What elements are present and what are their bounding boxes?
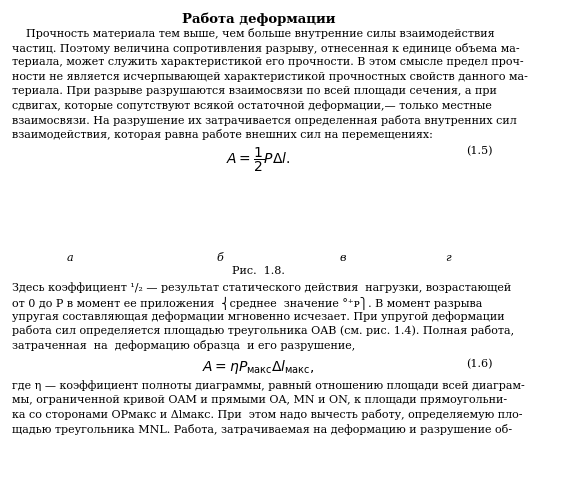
Text: частиц. Поэтому величина сопротивления разрыву, отнесенная к единице объема ма-: частиц. Поэтому величина сопротивления р… xyxy=(12,42,520,53)
Text: затраченная  на  деформацию образца  и его разрушение,: затраченная на деформацию образца и его … xyxy=(12,340,356,351)
Text: ка со сторонами OPмакс и Δlмакс. При  этом надо вычесть работу, определяемую пло: ка со сторонами OPмакс и Δlмакс. При это… xyxy=(12,409,523,421)
Text: мы, ограниченной кривой OAM и прямыми OA, MN и ON, к площади прямоугольни-: мы, ограниченной кривой OAM и прямыми OA… xyxy=(12,395,507,405)
Text: ности не является исчерпывающей характеристикой прочностных свойств данного ма-: ности не является исчерпывающей характер… xyxy=(12,71,528,81)
Text: Здесь коэффициент ¹/₂ — результат статического действия  нагрузки, возрастающей: Здесь коэффициент ¹/₂ — результат статич… xyxy=(12,282,512,293)
Text: упругая составляющая деформации мгновенно исчезает. При упругой деформации: упругая составляющая деформации мгновенн… xyxy=(12,311,505,322)
Text: (1.6): (1.6) xyxy=(466,359,492,369)
Text: работа сил определяется площадью треугольника OAB (см. рис. 1.4). Полная работа,: работа сил определяется площадью треугол… xyxy=(12,325,514,337)
Text: $A = \eta P_{\rm макс} \Delta l_{\rm макс},$: $A = \eta P_{\rm макс} \Delta l_{\rm мак… xyxy=(202,359,315,377)
Text: взаимосвязи. На разрушение их затрачивается определенная работа внутренних сил: взаимосвязи. На разрушение их затрачивае… xyxy=(12,115,517,126)
Text: где η — коэффициент полноты диаграммы, равный отношению площади всей диаграм-: где η — коэффициент полноты диаграммы, р… xyxy=(12,380,525,391)
Text: г: г xyxy=(446,253,451,263)
Text: сдвигах, которые сопутствуют всякой остаточной деформации,— только местные: сдвигах, которые сопутствуют всякой оста… xyxy=(12,101,492,111)
Text: Работа деформации: Работа деформации xyxy=(182,12,335,26)
Text: от 0 до P в момент ее приложения  ⎨среднее  значение °⁺ᴘ⎫. В момент разрыва: от 0 до P в момент ее приложения ⎨средне… xyxy=(12,296,483,310)
Text: щадью треугольника MNL. Работа, затрачиваемая на деформацию и разрушение об-: щадью треугольника MNL. Работа, затрачив… xyxy=(12,424,512,435)
Text: $A = \dfrac{1}{2} P\Delta l.$: $A = \dfrac{1}{2} P\Delta l.$ xyxy=(226,146,290,175)
Text: териала. При разрыве разрушаются взаимосвязи по всей площади сечения, а при: териала. При разрыве разрушаются взаимос… xyxy=(12,86,497,96)
Text: Прочность материала тем выше, чем больше внутренние силы взаимодействия: Прочность материала тем выше, чем больше… xyxy=(12,28,495,39)
Text: в: в xyxy=(340,253,346,263)
Text: взаимодействия, которая равна работе внешних сил на перемещениях:: взаимодействия, которая равна работе вне… xyxy=(12,129,433,140)
Text: териала, может служить характеристикой его прочности. В этом смысле предел проч-: териала, может служить характеристикой е… xyxy=(12,57,524,67)
Text: б: б xyxy=(216,253,223,263)
Text: а: а xyxy=(67,253,74,263)
Text: Рис.  1.8.: Рис. 1.8. xyxy=(232,266,285,276)
Text: (1.5): (1.5) xyxy=(466,146,492,156)
